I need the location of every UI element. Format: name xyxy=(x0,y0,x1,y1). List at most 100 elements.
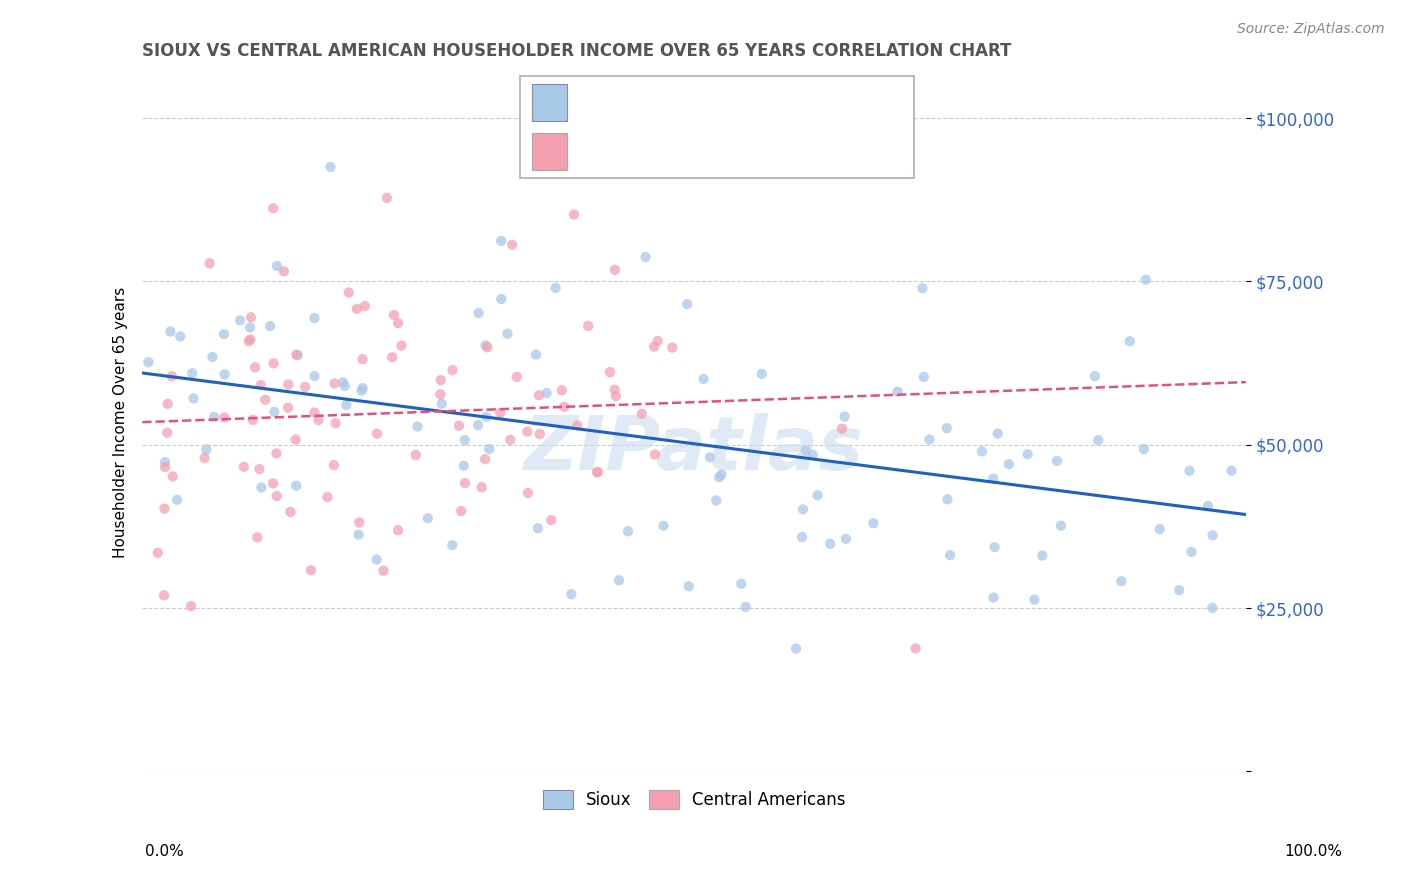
Point xyxy=(1149,522,1171,536)
Point xyxy=(259,319,281,334)
Point xyxy=(169,329,191,343)
Point xyxy=(551,383,574,397)
Point xyxy=(709,470,731,484)
Point xyxy=(285,348,308,362)
Point xyxy=(304,369,326,384)
Point xyxy=(405,448,427,462)
Point xyxy=(249,462,271,476)
Point xyxy=(430,397,453,411)
Point xyxy=(474,338,496,352)
Point xyxy=(1180,545,1202,559)
Point xyxy=(323,376,346,391)
Point xyxy=(159,325,181,339)
Text: -0.006: -0.006 xyxy=(638,143,703,161)
Point xyxy=(936,492,959,507)
Point xyxy=(1168,583,1191,598)
Point xyxy=(262,476,284,491)
Point xyxy=(352,352,374,367)
Point xyxy=(294,380,316,394)
Point xyxy=(506,370,529,384)
Point xyxy=(467,306,489,320)
Point xyxy=(146,546,169,560)
Point xyxy=(527,388,550,402)
Point xyxy=(138,355,160,369)
Point xyxy=(562,208,585,222)
Point xyxy=(605,389,627,403)
Point xyxy=(1197,499,1219,513)
Point xyxy=(1050,518,1073,533)
Point xyxy=(603,383,626,397)
Point xyxy=(441,538,464,552)
Point xyxy=(734,599,756,614)
Point xyxy=(998,457,1021,471)
FancyBboxPatch shape xyxy=(531,84,568,121)
Point xyxy=(322,458,344,472)
Point xyxy=(333,379,356,393)
Point xyxy=(153,460,176,475)
Point xyxy=(1017,447,1039,461)
Point xyxy=(987,426,1010,441)
Point xyxy=(335,398,357,412)
Point xyxy=(489,234,512,248)
Point xyxy=(366,552,388,566)
Point xyxy=(652,518,675,533)
Point xyxy=(250,481,273,495)
Point xyxy=(751,367,773,381)
Point xyxy=(285,479,308,493)
Point xyxy=(603,164,626,178)
Point xyxy=(918,433,941,447)
Point xyxy=(1201,600,1223,615)
Point xyxy=(911,281,934,295)
Point xyxy=(381,351,404,365)
Text: 106: 106 xyxy=(811,94,849,112)
Point xyxy=(529,427,551,442)
Point xyxy=(699,450,721,465)
Point xyxy=(183,392,205,406)
Point xyxy=(239,333,262,347)
Point xyxy=(710,467,733,482)
Text: Source: ZipAtlas.com: Source: ZipAtlas.com xyxy=(1237,22,1385,37)
Point xyxy=(1119,334,1142,349)
Point xyxy=(912,370,935,384)
Point xyxy=(304,405,326,419)
Point xyxy=(1111,574,1133,589)
Point xyxy=(354,299,377,313)
Point xyxy=(586,465,609,479)
Point xyxy=(266,259,288,273)
Point xyxy=(536,386,558,401)
Point xyxy=(263,405,285,419)
Point xyxy=(266,489,288,503)
Point xyxy=(214,368,236,382)
Point xyxy=(1024,592,1046,607)
Point xyxy=(346,301,368,316)
Point xyxy=(586,465,609,479)
Point xyxy=(692,372,714,386)
Point xyxy=(1178,464,1201,478)
Text: 100.0%: 100.0% xyxy=(1285,845,1343,859)
Point xyxy=(560,587,582,601)
Point xyxy=(475,409,498,424)
Point xyxy=(246,530,269,544)
Text: ZIPatlas: ZIPatlas xyxy=(524,413,865,486)
Point xyxy=(332,376,354,390)
Point xyxy=(406,419,429,434)
Point xyxy=(862,516,884,531)
Point xyxy=(366,426,388,441)
Point xyxy=(630,407,652,421)
Point xyxy=(254,392,277,407)
Point xyxy=(277,401,299,415)
Point xyxy=(416,511,439,525)
Legend: Sioux, Central Americans: Sioux, Central Americans xyxy=(536,783,852,815)
Point xyxy=(375,191,398,205)
Point xyxy=(284,433,307,447)
Point xyxy=(181,366,204,380)
Point xyxy=(634,250,657,264)
Point xyxy=(617,524,640,539)
Text: 0.0%: 0.0% xyxy=(145,845,184,859)
Point xyxy=(792,502,814,516)
FancyBboxPatch shape xyxy=(520,76,914,178)
Point xyxy=(835,532,858,546)
Point xyxy=(232,459,254,474)
Point xyxy=(194,451,217,466)
Point xyxy=(198,256,221,270)
